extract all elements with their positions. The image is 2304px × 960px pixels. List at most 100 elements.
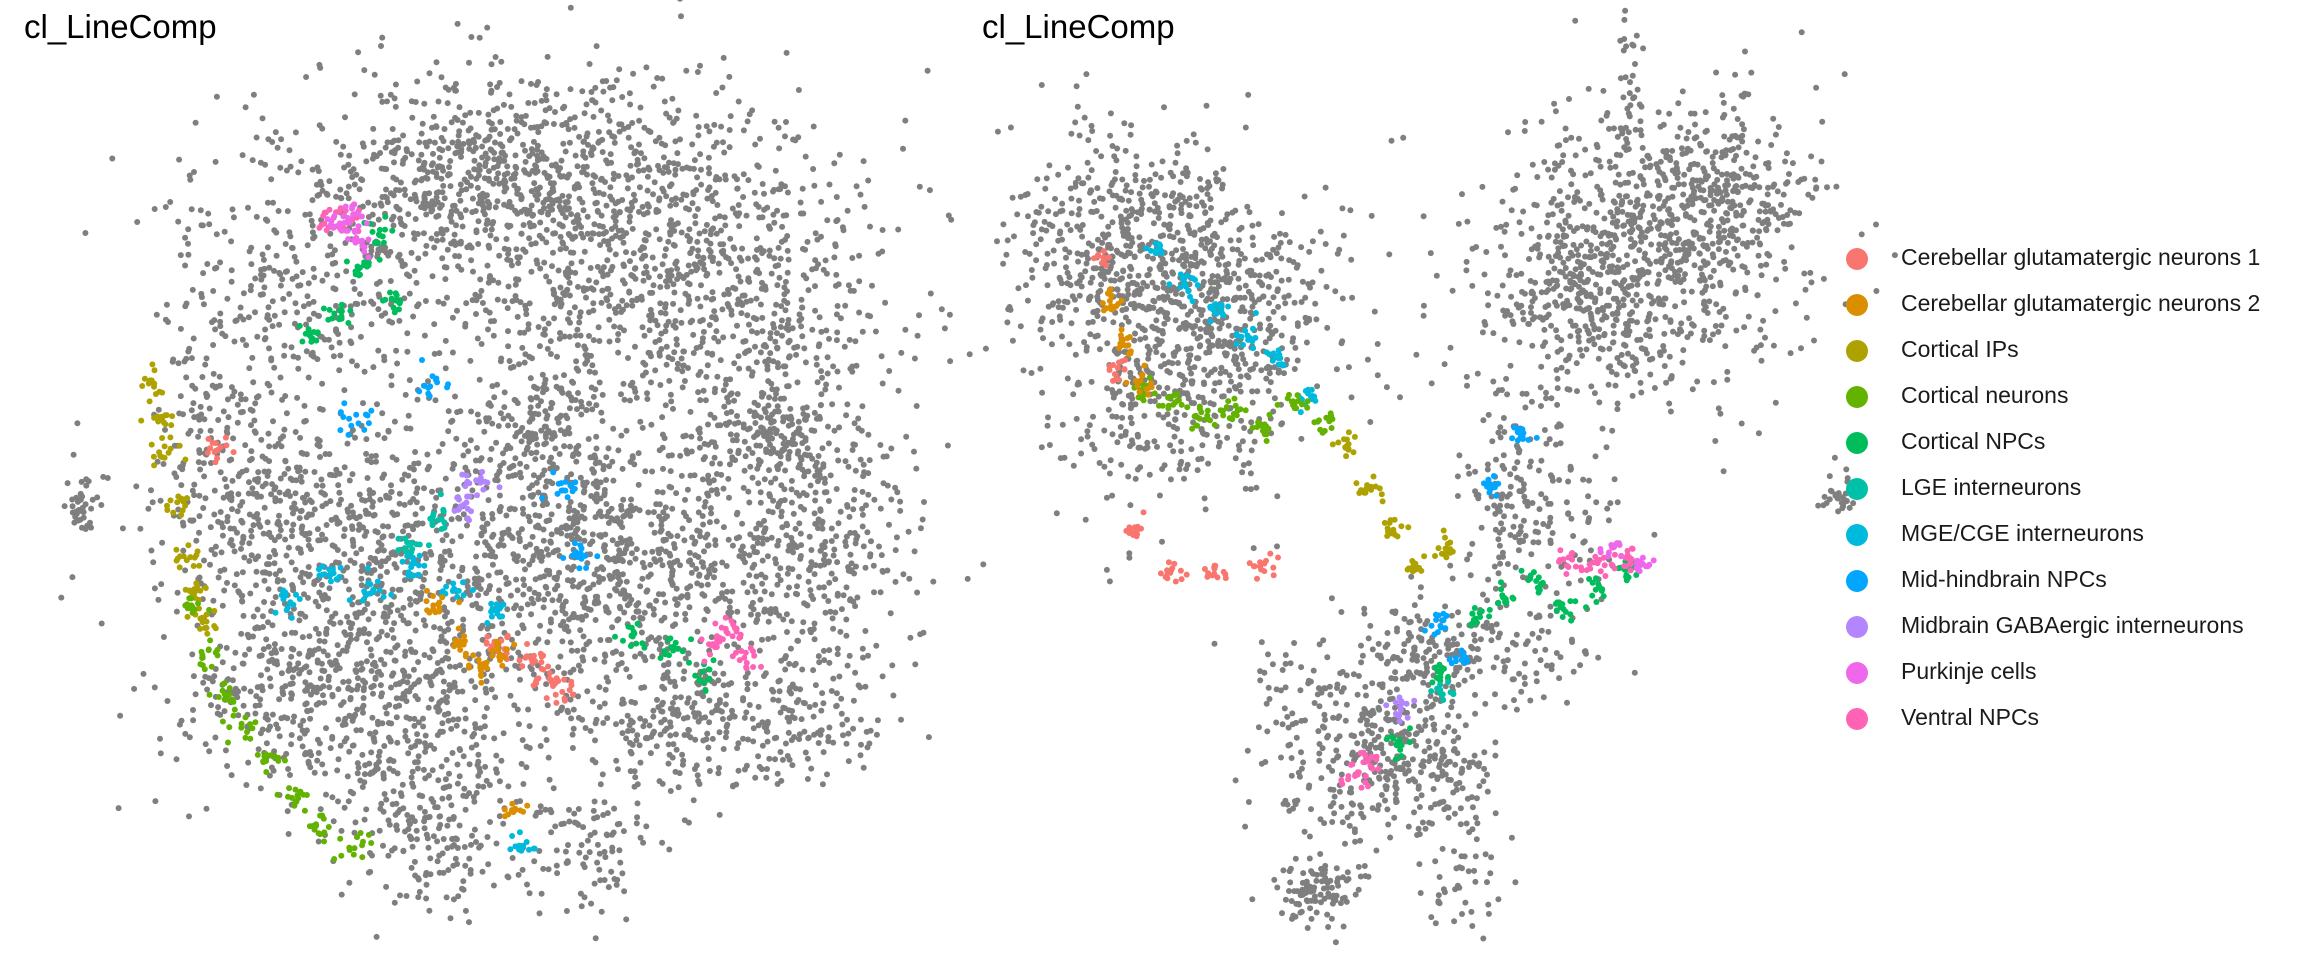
background-cell-point [217,310,224,317]
background-cell-point [924,67,931,74]
background-cell-point [577,581,584,588]
background-cell-point [632,388,639,395]
background-cell-point [412,511,419,518]
background-cell-point [504,170,511,177]
background-cell-point [659,75,666,82]
background-cell-point [815,740,822,746]
background-cell-point [298,666,305,673]
background-cell-point [736,223,743,230]
background-cell-point [571,304,578,311]
background-cell-point [150,559,157,566]
background-cell-point [206,221,213,228]
background-cell-point [677,136,683,143]
background-cell-point [747,463,754,470]
background-cell-point [508,103,515,110]
background-cell-point [117,712,124,719]
background-cell-point [771,395,778,402]
background-cell-point [693,661,700,668]
background-cell-point [717,241,724,248]
background-cell-point [919,516,926,523]
background-cell-point [418,177,425,184]
background-cell-point [627,768,634,775]
background-cell-point [716,269,723,276]
background-cell-point [859,511,866,518]
background-cell-point [587,236,594,243]
background-cell-point [482,137,489,144]
background-cell-point [626,218,633,225]
background-cell-point [545,320,552,327]
background-cell-point [887,610,894,617]
background-cell-point [593,199,600,206]
background-cell-point [252,400,259,407]
background-cell-point [565,126,572,133]
background-cell-point [534,124,541,130]
background-cell-point [702,454,708,461]
background-cell-point [177,252,184,259]
background-cell-point [656,167,663,174]
background-cell-point [212,158,219,165]
background-cell-point [589,531,596,538]
background-cell-point [273,721,280,728]
background-cell-point [322,770,329,777]
background-cell-point [240,702,247,709]
background-cell-point [396,187,403,194]
background-cell-point [596,704,603,710]
background-cell-point [422,298,429,304]
background-cell-point [584,586,591,593]
background-cell-point [414,303,421,310]
background-cell-point [224,763,231,769]
background-cell-point [525,326,532,332]
background-cell-point [802,359,809,366]
background-cell-point [217,259,224,266]
background-cell-point [424,451,431,458]
background-cell-point [879,567,886,574]
background-cell-point [728,311,735,318]
background-cell-point [673,490,680,497]
background-cell-point [554,527,560,533]
background-cell-point [453,87,459,94]
background-cell-point [859,645,866,652]
background-cell-point [734,301,741,308]
background-cell-point [361,67,368,74]
background-cell-point [393,347,400,354]
background-cell-point [360,695,367,701]
background-cell-point [292,300,299,307]
background-cell-point [742,674,749,681]
background-cell-point [341,387,348,394]
background-cell-point [348,687,355,693]
background-cell-point [231,338,238,345]
background-cell-point [615,173,622,179]
background-cell-point [550,180,557,187]
background-cell-point [764,204,771,211]
background-cell-point [614,540,621,547]
background-cell-point [526,300,533,307]
background-cell-point [733,266,740,273]
background-cell-point [514,587,521,594]
background-cell-point [708,227,715,234]
background-cell-point [697,397,704,404]
background-cell-point [757,349,764,356]
background-cell-point [338,702,344,708]
background-cell-point [406,377,413,384]
background-cell-point [716,811,723,818]
background-cell-point [776,688,783,695]
background-cell-point [681,348,687,355]
background-cell-point [577,627,584,634]
background-cell-point [257,730,264,737]
background-cell-point [389,672,395,679]
background-cell-point [457,197,464,204]
background-cell-point [749,715,756,722]
background-cell-point [642,718,649,725]
background-cell-point [251,428,258,435]
background-cell-point [456,515,463,522]
background-cell-point [335,686,342,693]
background-cell-point [566,333,573,340]
background-cell-point [434,237,440,244]
background-cell-point [704,350,711,356]
background-cell-point [265,136,272,143]
background-cell-point [259,115,266,122]
background-cell-point [754,329,760,336]
background-cell-point [512,422,519,429]
background-cell-point [264,244,271,251]
background-cell-point [667,231,674,238]
